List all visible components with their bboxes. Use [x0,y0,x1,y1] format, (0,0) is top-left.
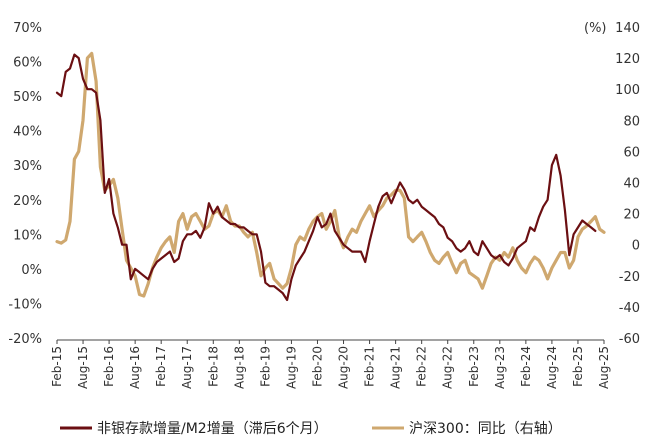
x-tick-label: Aug-18 [232,346,246,389]
x-tick-label: Feb-19 [258,346,272,387]
series-layer [55,51,606,302]
x-tick-label: Feb-17 [154,346,168,387]
series-line-csi300 [55,51,606,298]
x-axis-ticks: Feb-15 Aug-15 Feb-16 Aug-16 Feb-17 Aug-17 Feb-… [50,340,611,389]
x-tick-label: Feb-18 [206,346,220,387]
x-tick-label: Aug-15 [76,346,90,389]
right-axis-ticks: 140 120 100 80 60 40 20 0 -20 -40 -60 [615,21,640,347]
right-tick-label: 0 [632,239,640,254]
left-tick-label: 20% [13,194,42,209]
x-tick-label: Aug-23 [493,346,507,389]
x-tick-label: Feb-25 [571,346,585,387]
x-tick-label: Aug-16 [128,346,142,389]
right-tick-label: 40 [623,177,640,192]
right-tick-label: -40 [619,301,640,316]
x-tick-label: Aug-22 [441,346,455,389]
x-tick-label: Feb-23 [467,346,481,387]
right-tick-label: 100 [615,83,640,98]
left-tick-label: 40% [13,125,42,140]
right-tick-label: 140 [615,21,640,36]
right-axis-unit-label: (%) [584,21,607,36]
x-tick-label: Feb-22 [415,346,429,387]
x-tick-label: Feb-20 [310,346,324,387]
left-tick-label: 30% [13,159,42,174]
right-tick-label: 20 [623,208,640,223]
right-tick-label: -60 [619,332,640,347]
left-tick-label: 60% [13,56,42,71]
x-tick-label: Aug-20 [337,346,351,389]
legend-label-csi300: 沪深300：同比（右轴） [409,421,562,437]
x-tick-label: Aug-25 [597,346,611,389]
left-tick-label: 70% [13,21,42,36]
left-tick-label: -20% [8,332,42,347]
right-tick-label: 120 [615,52,640,67]
left-axis-ticks: 70% 60% 50% 40% 30% 20% 10% 0% -10% -20% [8,21,42,347]
legend-label-nonbank-deposit: 非银存款增量/M2增量（滞后6个月） [97,421,328,437]
x-tick-label: Aug-21 [389,346,403,389]
legend: 非银存款增量/M2增量（滞后6个月） 沪深300：同比（右轴） [60,421,562,437]
x-tick-label: Feb-15 [50,346,64,387]
right-tick-label: 80 [623,114,640,129]
x-tick-label: Aug-17 [180,346,194,389]
x-tick-label: Feb-16 [102,346,116,387]
x-tick-label: Aug-19 [284,346,298,389]
series-line-nonbank-deposit [55,53,597,302]
left-tick-label: 10% [13,228,42,243]
left-tick-label: 50% [13,90,42,105]
x-tick-label: Feb-24 [519,346,533,387]
left-tick-label: 0% [21,263,42,278]
left-tick-label: -10% [8,297,42,312]
x-tick-label: Feb-21 [363,346,377,387]
right-tick-label: -20 [619,270,640,285]
right-tick-label: 60 [623,145,640,160]
x-tick-label: Aug-24 [545,346,559,389]
